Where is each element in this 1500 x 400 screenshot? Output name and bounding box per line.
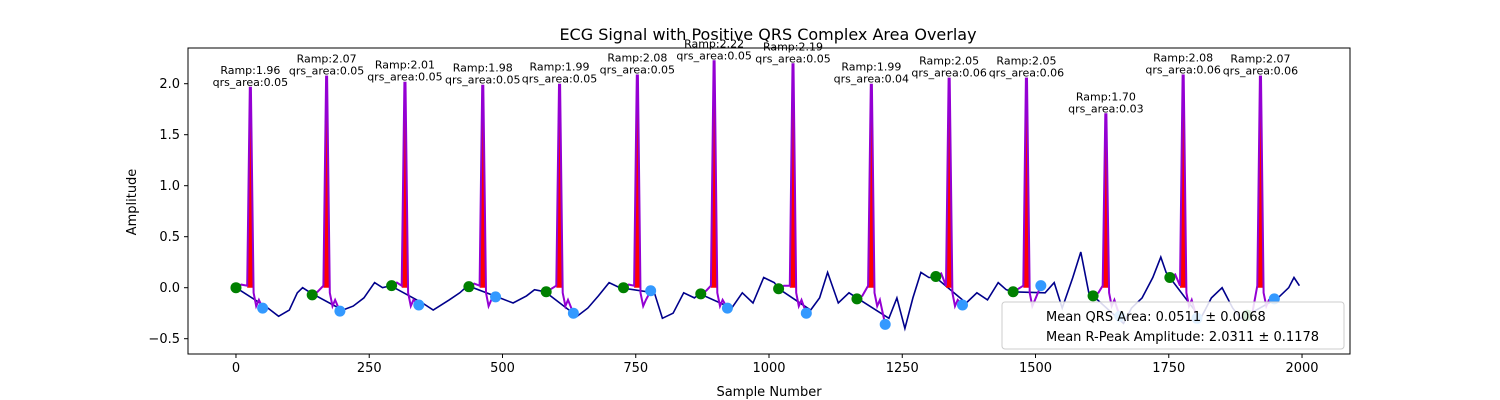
x-axis-title: Sample Number bbox=[716, 385, 822, 400]
qrs-area-label-12: qrs_area:0.03 bbox=[1068, 102, 1143, 115]
qrs-offset-marker-5 bbox=[567, 307, 579, 319]
x-tick-label-1750: 1750 bbox=[1152, 361, 1185, 376]
r-peak-label-12: Ramp:1.70 bbox=[1076, 90, 1136, 103]
qrs-onset-marker-4 bbox=[463, 281, 475, 293]
qrs-segment-3 bbox=[391, 81, 420, 310]
qrs-segment-6 bbox=[622, 74, 652, 310]
r-peak-label-14: Ramp:2.07 bbox=[1230, 53, 1290, 66]
r-peak-label-8: Ramp:2.19 bbox=[763, 40, 823, 53]
qrs-onset-marker-8 bbox=[773, 283, 785, 295]
ecg-signal-line bbox=[235, 251, 1301, 332]
qrs-area-label-10: qrs_area:0.06 bbox=[911, 67, 986, 80]
r-peak-label-9: Ramp:1.99 bbox=[841, 61, 901, 74]
qrs-area-label-5: qrs_area:0.05 bbox=[522, 73, 597, 86]
legend-entry-2: Mean R-Peak Amplitude: 2.0311 ± 0.1178 bbox=[1046, 330, 1319, 345]
qrs-area-label-1: qrs_area:0.05 bbox=[213, 76, 288, 89]
r-peak-label-5: Ramp:1.99 bbox=[529, 61, 589, 74]
x-tick-label-500: 500 bbox=[490, 361, 515, 376]
y-tick-label-5: 2.0 bbox=[159, 77, 180, 92]
r-peak-label-1: Ramp:1.96 bbox=[220, 64, 280, 77]
qrs-segment-7 bbox=[700, 60, 729, 310]
x-tick-label-1000: 1000 bbox=[752, 361, 785, 376]
qrs-offset-marker-4 bbox=[490, 291, 502, 303]
qrs-area-label-4: qrs_area:0.05 bbox=[445, 74, 520, 87]
qrs-area-label-14: qrs_area:0.06 bbox=[1223, 65, 1298, 78]
qrs-area-label-9: qrs_area:0.04 bbox=[834, 73, 909, 86]
x-tick-label-0: 0 bbox=[232, 361, 240, 376]
qrs-area-label-13: qrs_area:0.06 bbox=[1145, 64, 1220, 77]
qrs-area-label-6: qrs_area:0.05 bbox=[600, 64, 675, 77]
qrs-area-label-8: qrs_area:0.05 bbox=[755, 52, 830, 65]
qrs-area-label-2: qrs_area:0.05 bbox=[289, 65, 364, 78]
axes: 0 250 500 750 1000 1250 1500 1750 2000 −0.5 0.0 0.5… bbox=[148, 77, 1318, 376]
qrs-onset-marker-11 bbox=[1007, 286, 1019, 298]
qrs-segment-4 bbox=[468, 84, 497, 310]
qrs-offset-marker-10 bbox=[956, 299, 968, 311]
qrs-segment-1 bbox=[235, 86, 264, 310]
legend-box bbox=[1001, 301, 1345, 350]
qrs-offset-marker-1 bbox=[257, 302, 269, 314]
qrs-onset-marker-2 bbox=[306, 289, 318, 301]
qrs-onset-marker-7 bbox=[695, 288, 707, 300]
qrs-onset-marker-3 bbox=[386, 280, 398, 292]
qrs-segment-5 bbox=[545, 83, 575, 314]
qrs-offset-marker-11 bbox=[1035, 280, 1047, 292]
r-peak-label-3: Ramp:2.01 bbox=[375, 59, 435, 72]
qrs-onset-marker-9 bbox=[851, 293, 863, 305]
qrs-onset-marker-12 bbox=[1087, 290, 1099, 302]
qrs-segment-8 bbox=[778, 63, 808, 314]
r-peak-label-13: Ramp:2.08 bbox=[1153, 52, 1213, 65]
chart-title: ECG Signal with Positive QRS Complex Are… bbox=[559, 25, 976, 44]
qrs-segment-10 bbox=[935, 77, 964, 310]
qrs-onset-marker-6 bbox=[617, 282, 629, 294]
r-peak-label-7: Ramp:2.22 bbox=[684, 37, 744, 50]
qrs-segment-2 bbox=[311, 75, 341, 312]
y-tick-label-3: 1.0 bbox=[159, 179, 180, 194]
qrs-onset-marker-10 bbox=[930, 270, 942, 282]
r-peak-label-2: Ramp:2.07 bbox=[297, 53, 357, 66]
qrs-offset-marker-9 bbox=[879, 318, 891, 330]
x-tick-label-1250: 1250 bbox=[886, 361, 919, 376]
r-peak-label-11: Ramp:2.05 bbox=[996, 55, 1056, 68]
x-tick-label-750: 750 bbox=[623, 361, 648, 376]
qrs-area-label-3: qrs_area:0.05 bbox=[367, 71, 442, 84]
qrs-segment-9 bbox=[856, 83, 887, 325]
qrs-onset-marker-13 bbox=[1164, 272, 1176, 283]
y-tick-label-0: −0.5 bbox=[148, 332, 180, 347]
r-peak-label-4: Ramp:1.98 bbox=[453, 62, 513, 75]
x-tick-label-250: 250 bbox=[357, 361, 382, 376]
qrs-offset-marker-7 bbox=[721, 302, 733, 314]
r-peak-label-10: Ramp:2.05 bbox=[919, 55, 979, 68]
y-axis-title: Amplitude bbox=[125, 169, 140, 236]
qrs-offset-marker-3 bbox=[413, 299, 425, 311]
qrs-area-label-11: qrs_area:0.06 bbox=[989, 67, 1064, 80]
r-peak-label-6: Ramp:2.08 bbox=[607, 52, 667, 65]
qrs-onset-marker-5 bbox=[540, 286, 552, 298]
x-tick-label-1500: 1500 bbox=[1019, 361, 1052, 376]
y-tick-label-1: 0.0 bbox=[159, 281, 180, 296]
plot-area: Ramp:1.96qrs_area:0.05Ramp:2.07qrs_area:… bbox=[213, 37, 1301, 332]
qrs-area-label-7: qrs_area:0.05 bbox=[676, 49, 751, 62]
y-tick-label-2: 0.5 bbox=[159, 230, 180, 245]
y-tick-label-4: 1.5 bbox=[159, 128, 180, 143]
x-tick-label-2000: 2000 bbox=[1285, 361, 1318, 376]
legend-entry-1: Mean QRS Area: 0.0511 ± 0.0068 bbox=[1046, 310, 1266, 325]
qrs-offset-marker-6 bbox=[645, 285, 657, 297]
qrs-onset-marker-1 bbox=[230, 282, 242, 294]
qrs-offset-marker-8 bbox=[800, 307, 812, 319]
legend: Mean QRS Area: 0.0511 ± 0.0068 Mean R-Pea… bbox=[1001, 301, 1345, 350]
qrs-offset-marker-2 bbox=[334, 305, 346, 317]
